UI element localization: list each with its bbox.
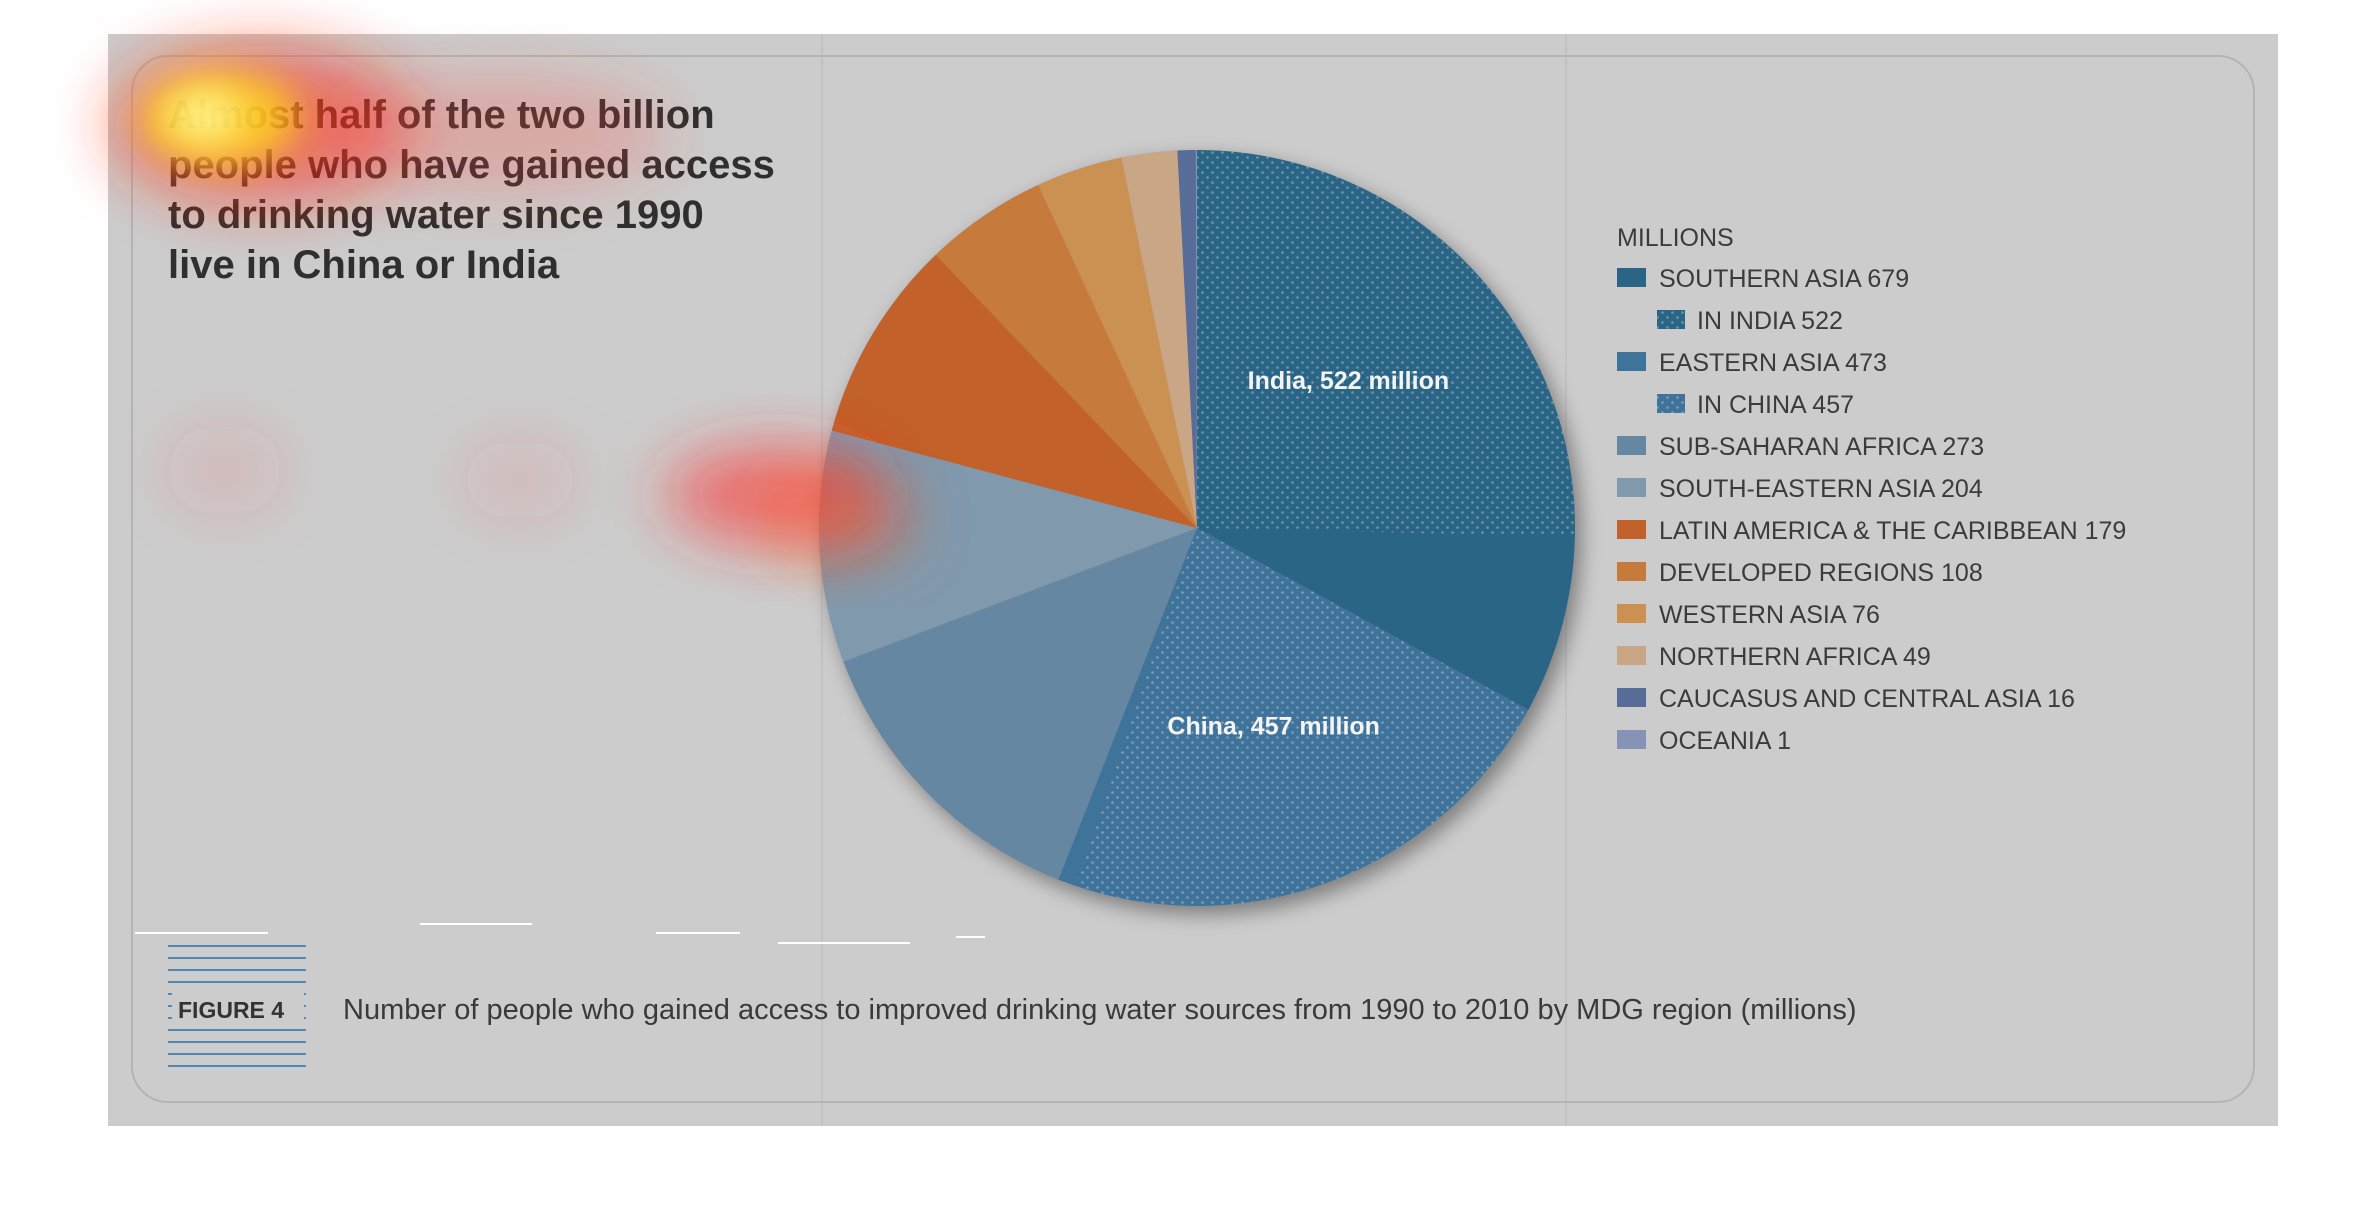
legend-label: OCEANIA 1 <box>1659 727 1791 755</box>
legend-label: EASTERN ASIA 473 <box>1659 349 1887 377</box>
pie-sub-slice-eastern-asia <box>1075 528 1529 907</box>
legend-swatch-pattern <box>1657 310 1685 329</box>
legend-label: DEVELOPED REGIONS 108 <box>1659 559 1983 587</box>
pie-sub-slice-southern-asia <box>1197 150 1575 537</box>
legend-label: IN INDIA 522 <box>1697 307 1843 335</box>
figure-frame <box>131 55 2255 1103</box>
legend-swatch <box>1617 352 1646 371</box>
legend-label: WESTERN ASIA 76 <box>1659 601 1880 629</box>
pie-sub-label: India, 522 million <box>1248 367 1449 395</box>
legend-swatch <box>1617 730 1646 749</box>
pie-labels: India, 522 million China, 457 million <box>1167 367 1449 740</box>
pie-chart <box>819 149 1575 907</box>
pie-slice-developed-regions <box>935 184 1197 528</box>
legend-swatch <box>1617 436 1646 455</box>
figure-caption: Number of people who gained access to im… <box>343 994 1857 1026</box>
legend-swatch <box>1617 646 1646 665</box>
legend-swatch <box>1617 268 1646 287</box>
pie-slice-western-asia <box>1038 157 1197 528</box>
legend-swatch <box>1617 688 1646 707</box>
pie-slice-latin-america <box>831 254 1197 529</box>
pie-slice-oceania <box>1195 149 1197 528</box>
decorative-rules <box>135 923 985 944</box>
legend-label: SOUTH-EASTERN ASIA 204 <box>1659 475 1983 503</box>
legend-swatch <box>1617 478 1646 497</box>
pie-slice-sub-saharan-africa <box>843 528 1197 880</box>
legend-swatch <box>1617 520 1646 539</box>
legend-label: SOUTHERN ASIA 679 <box>1659 265 1909 293</box>
pie-slice-northern-africa <box>1121 150 1197 528</box>
legend-swatch <box>1617 604 1646 623</box>
heatmap-overlay <box>110 45 910 560</box>
pie-sub-label: China, 457 million <box>1167 712 1380 740</box>
legend-label: CAUCASUS AND CENTRAL ASIA 16 <box>1659 685 2075 713</box>
legend-label: NORTHERN AFRICA 49 <box>1659 643 1931 671</box>
legend-label: LATIN AMERICA & THE CARIBBEAN 179 <box>1659 517 2126 545</box>
legend-label: IN CHINA 457 <box>1697 391 1854 419</box>
figure-label: FIGURE 4 <box>178 997 284 1023</box>
legend-unit-label: MILLIONS <box>1617 224 1734 252</box>
legend-label: SUB-SAHARAN AFRICA 273 <box>1659 433 1984 461</box>
legend-swatch-pattern <box>1657 394 1685 413</box>
figure-label-box <box>172 992 304 1026</box>
headline-line: live in China or India <box>168 243 560 287</box>
legend: MILLIONS SOUTHERN ASIA 679 IN INDIA 522 EA… <box>1617 224 2126 755</box>
legend-swatch <box>1617 562 1646 581</box>
pie-slice-south-eastern-asia <box>819 430 1197 662</box>
pie-slice-caucasus <box>1177 150 1197 528</box>
